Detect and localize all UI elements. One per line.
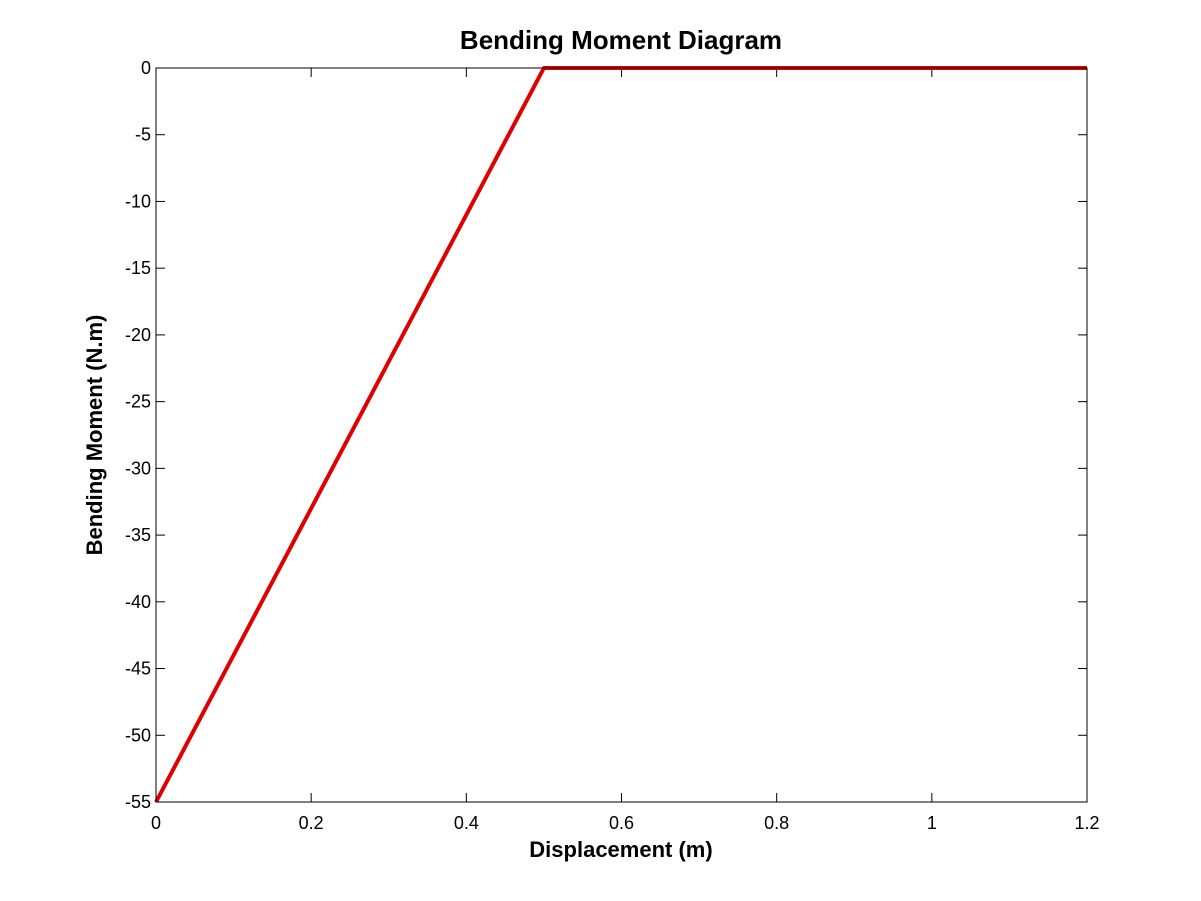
y-tick-label: -15 — [125, 258, 151, 278]
x-tick-label: 0.6 — [609, 813, 634, 833]
y-tick-label: -25 — [125, 392, 151, 412]
y-tick-label: -40 — [125, 592, 151, 612]
x-tick-label: 0.2 — [299, 813, 324, 833]
series-layer — [154, 66, 1087, 803]
chart-title: Bending Moment Diagram — [460, 25, 782, 55]
x-tick-labels: 0 0.2 0.4 0.6 0.8 1 1.2 — [151, 813, 1100, 833]
y-tick-label: 0 — [141, 58, 151, 78]
series-line-0 — [154, 66, 1087, 803]
x-tick-label: 0 — [151, 813, 161, 833]
x-tick-marks — [155, 68, 1088, 802]
y-tick-marks — [156, 67, 1087, 803]
y-tick-label: -10 — [125, 191, 151, 211]
x-axis-title: Displacement (m) — [529, 837, 712, 862]
x-tick-label: 0.4 — [454, 813, 479, 833]
y-tick-labels: 0 -5 -10 -15 -20 -25 -30 -35 -40 -45 -50 -55 — [125, 58, 151, 812]
y-tick-label: -55 — [125, 792, 151, 812]
x-tick-label: 0.8 — [764, 813, 789, 833]
y-tick-label: -30 — [125, 458, 151, 478]
y-tick-label: -5 — [135, 125, 151, 145]
y-axis-title: Bending Moment (N.m) — [82, 315, 107, 556]
x-tick-label: 1.2 — [1074, 813, 1099, 833]
plot-frame — [155, 67, 1088, 803]
y-tick-label: -50 — [125, 725, 151, 745]
y-tick-label: -45 — [125, 659, 151, 679]
y-tick-label: -35 — [125, 525, 151, 545]
x-tick-label: 1 — [927, 813, 937, 833]
y-tick-label: -20 — [125, 325, 151, 345]
